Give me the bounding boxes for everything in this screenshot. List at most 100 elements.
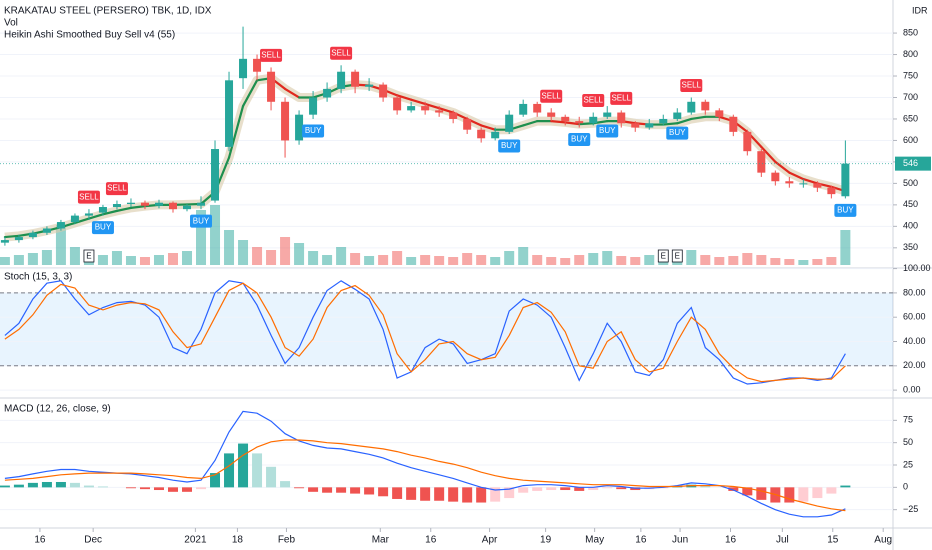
histogram-bar [756, 487, 767, 500]
candle-body [84, 213, 93, 216]
signal-label: SELL [331, 48, 351, 57]
histogram-bar [406, 487, 417, 500]
x-tick-label: 16 [34, 535, 46, 546]
candle-body [519, 103, 528, 115]
volume-bar [448, 257, 459, 265]
volume-bar [238, 240, 249, 265]
candle-body [323, 88, 332, 98]
plot-layer: 16 Dec 2021 18 Feb Mar 16 Apr 19 May 16 Jun 16 Jul 15 A… [0, 26, 931, 546]
earnings-flag [657, 249, 669, 263]
y-tick-label: 650 [903, 113, 918, 123]
signal-label: SELL [611, 93, 631, 102]
candle-body [126, 202, 135, 205]
histogram-bar [97, 486, 108, 488]
candle-body [197, 202, 206, 206]
volume-bar [616, 256, 627, 265]
stoch-band [0, 292, 893, 366]
candle-body [98, 207, 107, 213]
candle-body [183, 205, 192, 210]
volume-bar [602, 251, 613, 265]
signal-label: SELL [79, 192, 99, 201]
histogram-bar [812, 487, 823, 499]
smoothed-segment [662, 122, 679, 126]
candle-body [449, 112, 458, 119]
volume-bar [644, 255, 655, 265]
histogram-bar [602, 487, 613, 489]
histogram-bar [139, 487, 150, 490]
y-tick-label: 100.00 [903, 263, 931, 273]
histogram-bar [840, 485, 851, 488]
volume-bar [55, 225, 66, 265]
y-tick-label: 850 [903, 27, 918, 37]
histogram-bar [83, 485, 94, 488]
histogram-bar [125, 487, 136, 489]
volume-bar [476, 255, 487, 265]
histogram-bar [616, 487, 627, 490]
volume-bar [266, 250, 277, 265]
y-tick-label: 0 [903, 482, 908, 492]
histogram-bar [378, 487, 389, 497]
histogram-bar [434, 487, 445, 501]
histogram-bar [0, 485, 10, 488]
candle-body [477, 129, 486, 139]
volume-bar [13, 255, 24, 265]
candle-body [211, 149, 220, 201]
candle-body [42, 228, 51, 233]
smoothed-segment [396, 94, 413, 101]
stoch-line [4, 282, 846, 383]
volume-bar [308, 251, 319, 265]
signal-label: SELL [261, 51, 281, 60]
y-tick-label: 80.00 [903, 287, 926, 297]
histogram-bar [784, 487, 795, 503]
smoothed-segment [480, 124, 497, 131]
histogram-bar [294, 487, 305, 489]
y-tick-label: 40.00 [903, 336, 926, 346]
candle-body [0, 240, 9, 243]
volume-bar [167, 253, 178, 265]
candle-body [715, 110, 724, 117]
volume-bar [742, 253, 753, 265]
candle-body [239, 58, 248, 79]
candle-body [379, 84, 388, 98]
volume-bar [378, 255, 389, 265]
volume-bar [196, 210, 207, 265]
histogram-bar [476, 487, 487, 503]
y-tick-label: 60.00 [903, 312, 926, 322]
candle-body [505, 114, 514, 132]
histogram-bar [490, 487, 501, 502]
y-tick-label: 400 [903, 221, 918, 231]
histogram-bar [504, 487, 515, 499]
candle-body [701, 101, 710, 111]
y-tick-label: 750 [903, 70, 918, 80]
candle-body [757, 151, 766, 173]
signal-label: BUY [95, 223, 112, 232]
histogram-bar [826, 487, 837, 494]
histogram-bar [308, 487, 319, 492]
histogram-bar [252, 453, 263, 488]
signal-badge [190, 214, 213, 228]
smoothed-segment [802, 177, 819, 185]
y-tick-label: 25 [903, 459, 913, 469]
smoothed-segment [788, 171, 805, 181]
candle-body [617, 112, 626, 124]
histogram-bar [462, 487, 473, 503]
histogram-bar [55, 481, 66, 488]
indicator-label: Heikin Ashi Smoothed Buy Sell v4 (55) [4, 30, 175, 41]
smoothed-segment [73, 217, 91, 225]
x-tick-label: 19 [540, 535, 552, 546]
histogram-bar [322, 487, 333, 493]
volume-bar [434, 256, 445, 265]
volume-bar [294, 243, 305, 265]
candle-body [603, 112, 612, 117]
histogram-bar [798, 487, 809, 502]
smoothed-segment [564, 121, 581, 126]
signal-label: BUY [599, 126, 616, 135]
x-tick-label: Jul [776, 535, 789, 546]
candle-body [56, 222, 65, 229]
y-tick-label: 600 [903, 135, 918, 145]
candle-body [841, 163, 850, 197]
candle-body [785, 181, 794, 184]
x-tick-label: 16 [425, 535, 437, 546]
x-tick-label: Aug [874, 535, 892, 546]
